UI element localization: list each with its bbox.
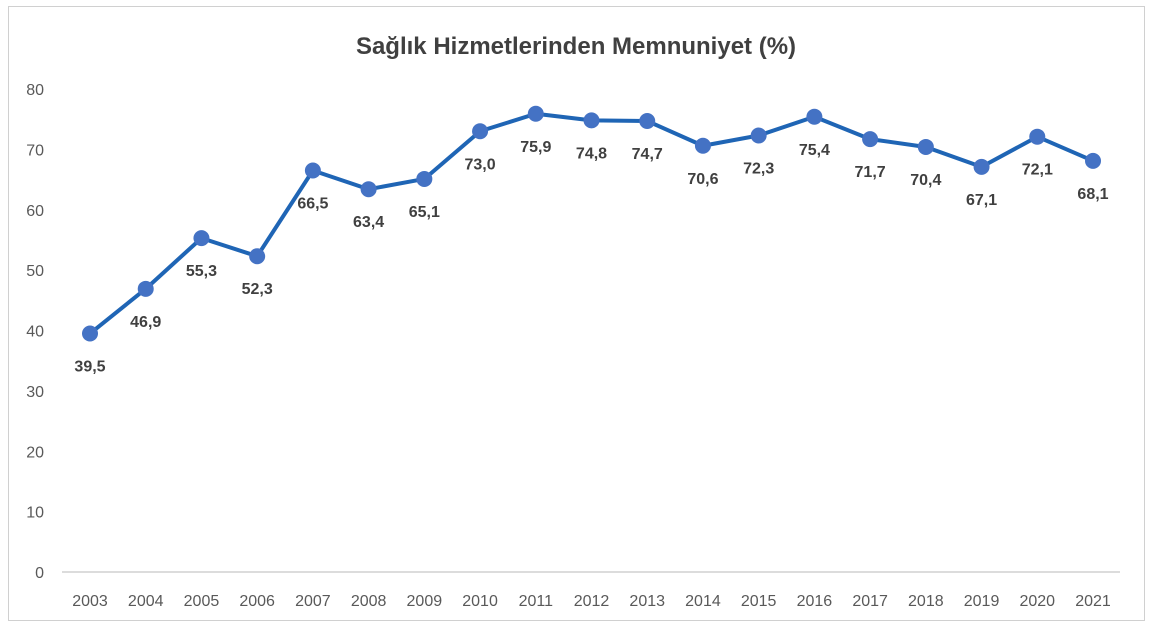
data-point <box>1029 128 1046 145</box>
y-tick-label: 50 <box>26 263 44 280</box>
data-label: 63,4 <box>353 214 384 231</box>
data-label: 72,3 <box>743 160 774 177</box>
data-point <box>137 280 154 297</box>
x-tick-label: 2019 <box>964 593 1000 610</box>
data-point <box>862 131 879 148</box>
chart-title: Sağlık Hizmetlerinden Memnuniyet (%) <box>356 33 796 60</box>
y-tick-label: 10 <box>26 505 44 522</box>
x-tick-label: 2003 <box>72 593 108 610</box>
data-label: 46,9 <box>130 314 161 331</box>
y-tick-label: 0 <box>35 565 44 582</box>
data-point <box>527 105 544 122</box>
data-label: 73,0 <box>464 156 495 173</box>
y-tick-label: 70 <box>26 142 44 159</box>
data-point <box>249 248 266 265</box>
data-label: 72,1 <box>1022 162 1053 179</box>
data-point <box>806 108 823 125</box>
y-tick-label: 60 <box>26 203 44 220</box>
x-tick-label: 2004 <box>128 593 164 610</box>
data-label: 70,6 <box>687 171 718 188</box>
data-label: 75,4 <box>799 142 830 159</box>
data-point <box>917 138 934 155</box>
data-point <box>973 158 990 175</box>
data-label: 75,9 <box>520 139 551 156</box>
data-label: 55,3 <box>186 263 217 280</box>
x-tick-label: 2011 <box>519 593 554 610</box>
x-tick-label: 2007 <box>295 593 331 610</box>
data-label: 74,8 <box>576 145 607 162</box>
x-tick-label: 2010 <box>462 593 498 610</box>
data-point <box>82 325 98 342</box>
data-label: 68,1 <box>1077 186 1108 203</box>
data-point <box>583 112 600 129</box>
data-point <box>360 181 377 198</box>
y-tick-label: 40 <box>26 324 44 341</box>
x-tick-label: 2008 <box>351 593 387 610</box>
x-tick-label: 2006 <box>239 593 275 610</box>
x-tick-label: 2014 <box>685 593 721 610</box>
data-point <box>639 112 656 129</box>
data-point <box>304 162 321 179</box>
data-label: 52,3 <box>242 281 273 298</box>
data-label: 70,4 <box>910 172 941 189</box>
data-label: 74,7 <box>632 146 663 163</box>
data-point <box>416 170 433 187</box>
data-point <box>1085 152 1101 169</box>
y-tick-label: 30 <box>26 384 44 401</box>
x-tick-label: 2020 <box>1019 593 1055 610</box>
data-point <box>694 137 711 154</box>
x-tick-label: 2016 <box>797 593 833 610</box>
data-label: 39,5 <box>74 359 105 376</box>
data-point <box>472 123 489 140</box>
data-label: 66,5 <box>297 196 328 213</box>
data-label: 71,7 <box>855 164 886 181</box>
x-tick-label: 2009 <box>407 593 443 610</box>
data-label: 67,1 <box>966 192 997 209</box>
x-tick-label: 2017 <box>852 593 888 610</box>
chart-frame <box>8 6 1145 621</box>
x-tick-label: 2012 <box>574 593 610 610</box>
x-tick-label: 2015 <box>741 593 777 610</box>
y-tick-label: 20 <box>26 444 44 461</box>
x-tick-label: 2013 <box>629 593 665 610</box>
x-tick-label: 2021 <box>1075 593 1111 610</box>
x-tick-label: 2018 <box>908 593 944 610</box>
data-point <box>193 230 210 247</box>
y-tick-label: 80 <box>26 82 44 99</box>
data-point <box>750 127 767 144</box>
data-label: 65,1 <box>409 204 440 221</box>
x-tick-label: 2005 <box>184 593 220 610</box>
